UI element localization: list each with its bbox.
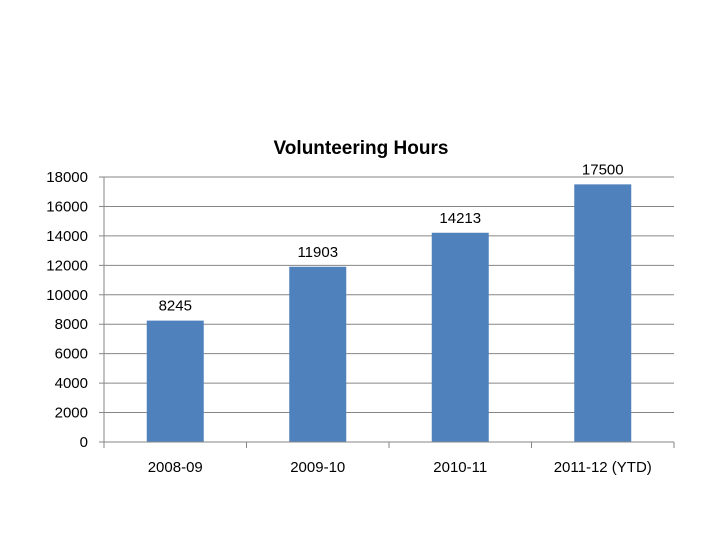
y-tick-label-2000: 2000 [55,405,88,422]
bar-2009-10 [289,266,347,442]
data-label-2009-10: 11903 [297,244,338,261]
bar-2010-11 [431,232,489,442]
y-tick-label-0: 0 [80,434,88,451]
bar-2011-12 (YTD) [574,184,632,442]
bars [146,184,632,442]
chart-title: Volunteering Hours [274,138,449,159]
x-tick-label-2009-10: 2009-10 [290,459,345,476]
x-axis-tick-labels: 2008-09 2009-10 2010-11 2011-12 (YTD) [148,459,652,476]
y-tick-label-12000: 12000 [46,257,88,274]
y-tick-label-4000: 4000 [55,375,88,392]
y-tick-label-18000: 18000 [46,169,88,186]
x-tick-label-2011-12 (YTD): 2011-12 (YTD) [554,459,652,476]
y-tick-label-10000: 10000 [46,287,88,304]
y-tick-label-16000: 16000 [46,198,88,215]
x-tick-label-2010-11: 2010-11 [433,459,487,476]
x-tick-label-2008-09: 2008-09 [148,459,203,476]
axes [103,177,675,448]
y-tick-label-8000: 8000 [55,316,88,333]
data-labels: 8245 11903 14213 17500 [159,161,624,314]
y-axis-tick-labels: 0 2000 4000 6000 8000 10000 12000 14000 16000 180… [46,169,88,451]
bar-2008-09 [146,320,204,442]
y-tick-label-6000: 6000 [55,346,88,363]
data-label-2008-09: 8245 [159,298,192,315]
data-label-2010-11: 14213 [439,210,481,227]
y-tick-label-14000: 14000 [46,228,88,245]
data-label-2011-12 (YTD): 17500 [582,161,624,178]
